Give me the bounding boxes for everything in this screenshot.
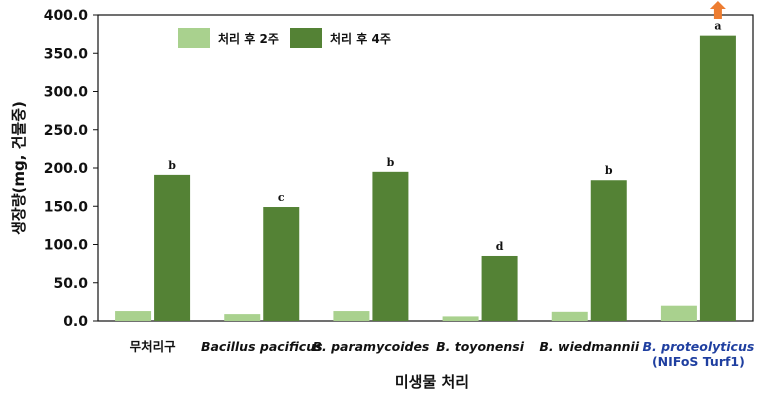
- y-axis-ticks: 0.0 50.0 100.0 150.0 200.0 250.0 300.0 350.0 400…: [44, 8, 98, 330]
- y-tick-label: 200.0: [44, 161, 89, 177]
- legend-label: 처리 후 2주: [218, 31, 279, 46]
- significance-letter: d: [496, 240, 504, 253]
- significance-letter: a: [714, 20, 721, 33]
- y-tick-label: 50.0: [53, 276, 88, 292]
- category-label-line2: (NIFoS Turf1): [652, 354, 745, 369]
- y-tick-label: 100.0: [44, 238, 89, 254]
- y-tick-label: 150.0: [44, 199, 89, 215]
- category-label: B. toyonensi: [436, 339, 525, 354]
- bar-2weeks: [660, 305, 697, 321]
- category-label: Bacillus pacificus: [201, 339, 323, 354]
- bar-2weeks: [224, 314, 261, 321]
- x-axis-label: 미생물 처리: [395, 373, 469, 391]
- significance-letter: b: [605, 164, 613, 177]
- significance-letter: b: [168, 159, 176, 172]
- y-tick-label: 400.0: [44, 8, 89, 24]
- y-tick-label: 300.0: [44, 85, 89, 101]
- up-arrow-icon-shape: [709, 1, 726, 19]
- legend: 처리 후 2주 처리 후 4주: [178, 28, 391, 48]
- y-tick-label: 250.0: [44, 123, 89, 139]
- bar-2weeks: [333, 311, 370, 321]
- category-label: 무처리구: [130, 339, 177, 354]
- bar-4weeks: [263, 207, 300, 321]
- bar-4weeks: [154, 174, 191, 321]
- category-label: B. paramycoides: [312, 339, 429, 354]
- bar-2weeks: [115, 311, 152, 321]
- bar-4weeks: [481, 255, 518, 321]
- bar-2weeks: [551, 311, 588, 321]
- bar-4weeks: [372, 171, 409, 321]
- significance-letters: b c b d b a: [168, 20, 721, 253]
- y-tick-label: 0.0: [63, 314, 88, 330]
- plot-area-frame: [97, 14, 754, 322]
- bar-2weeks: [442, 316, 479, 321]
- legend-label: 처리 후 4주: [330, 31, 391, 46]
- bar-4weeks: [699, 35, 736, 321]
- y-axis-label: 생장량(mg, 건물중): [10, 101, 28, 235]
- up-arrow-icon: [709, 1, 726, 19]
- category-label: B. wiedmannii: [539, 339, 639, 354]
- bar-series: [115, 35, 736, 321]
- y-tick-label: 350.0: [44, 46, 89, 62]
- bar-4weeks: [590, 180, 627, 321]
- significance-letter: b: [387, 156, 395, 169]
- significance-letter: c: [278, 191, 285, 204]
- category-label: B. proteolyticus: [643, 339, 755, 354]
- legend-swatch: [290, 28, 322, 48]
- legend-swatch: [178, 28, 210, 48]
